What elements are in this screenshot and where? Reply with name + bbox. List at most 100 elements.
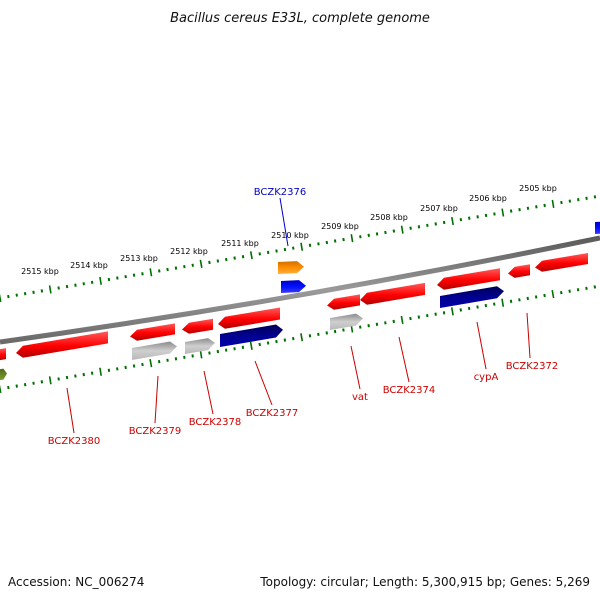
outer-ruler-minor-tick	[15, 293, 18, 297]
inner-ruler-minor-tick	[543, 293, 546, 298]
outer-ruler-minor-tick	[216, 259, 220, 263]
inner-ruler-minor-tick	[275, 339, 278, 344]
outer-ruler-minor-tick	[124, 275, 127, 279]
inner-ruler-minor-tick	[191, 354, 194, 358]
outer-ruler-minor-tick	[325, 240, 329, 245]
inner-ruler-minor-tick	[116, 367, 119, 371]
genome-summary-text: Topology: circular; Length: 5,300,915 bp…	[259, 575, 590, 589]
gene-arrow[interactable]	[185, 338, 215, 354]
outer-ruler-minor-tick	[484, 213, 488, 218]
outer-ruler-major-tick	[451, 216, 454, 226]
gene-arrow[interactable]	[220, 324, 283, 348]
inner-ruler-major-tick	[300, 333, 304, 342]
scale-label: 2515 kbp	[21, 267, 59, 276]
outer-ruler-minor-tick	[585, 196, 588, 200]
outer-ruler-minor-tick	[409, 226, 412, 230]
gene-arrow[interactable]	[360, 282, 425, 305]
inner-ruler-minor-tick	[593, 285, 597, 289]
outer-ruler-major-tick	[249, 251, 253, 260]
gene-arrow[interactable]	[132, 341, 177, 361]
inner-ruler-minor-tick	[476, 305, 479, 309]
gene-arrow[interactable]	[437, 268, 500, 290]
gene-label-bczk2378: BCZK2378	[189, 417, 242, 428]
scale-label: 2510 kbp	[271, 231, 309, 240]
inner-ruler-minor-tick	[417, 315, 421, 319]
outer-ruler-major-tick	[400, 225, 404, 234]
gene-arrow[interactable]	[440, 286, 504, 308]
gene-arrow[interactable]	[327, 294, 360, 310]
inner-ruler-major-tick	[199, 350, 203, 359]
inner-ruler-minor-tick	[308, 334, 312, 338]
outer-ruler-minor-tick	[141, 272, 144, 276]
gene-callout-line	[66, 387, 75, 434]
inner-ruler-minor-tick	[442, 311, 446, 315]
accession-text: Accession: NC_006274	[8, 575, 144, 589]
inner-ruler-minor-tick	[359, 325, 362, 329]
outer-ruler-minor-tick	[82, 282, 85, 286]
scale-label: 2513 kbp	[120, 254, 158, 263]
inner-ruler-minor-tick	[367, 324, 370, 328]
scale-label: 2509 kbp	[321, 222, 359, 231]
outer-ruler-minor-tick	[468, 216, 471, 220]
outer-ruler-minor-tick	[225, 257, 228, 262]
scale-label: 2507 kbp	[420, 204, 458, 213]
inner-ruler-minor-tick	[266, 341, 270, 345]
outer-ruler-minor-tick	[275, 249, 278, 253]
inner-ruler-minor-tick	[208, 351, 211, 355]
inner-ruler-minor-tick	[65, 375, 69, 380]
outer-ruler-minor-tick	[375, 232, 379, 236]
inner-ruler-major-tick	[551, 289, 555, 299]
gene-arrow[interactable]	[16, 331, 108, 358]
scale-label: 2505 kbp	[519, 184, 557, 193]
inner-ruler-minor-tick	[40, 380, 44, 384]
outer-ruler-minor-tick	[392, 229, 396, 233]
inner-ruler-minor-tick	[467, 306, 471, 311]
inner-ruler-minor-tick	[292, 337, 295, 341]
outer-ruler-minor-tick	[233, 256, 236, 260]
outer-ruler-minor-tick	[384, 230, 387, 235]
outer-ruler-minor-tick	[283, 247, 287, 252]
gene-arrow[interactable]	[0, 348, 6, 361]
outer-ruler-minor-tick	[258, 252, 261, 256]
gene-callout-line	[203, 370, 214, 415]
inner-ruler-minor-tick	[224, 348, 228, 352]
gene-arrow[interactable]	[535, 253, 588, 272]
gene-arrow[interactable]	[330, 313, 363, 330]
inner-ruler-minor-tick	[57, 377, 60, 381]
gene-arrow[interactable]	[218, 307, 280, 329]
gene-arrow[interactable]	[130, 323, 175, 341]
genome-backbone	[0, 235, 600, 345]
outer-ruler-minor-tick	[593, 195, 597, 199]
scale-label: 2512 kbp	[170, 247, 208, 256]
outer-ruler-major-tick	[350, 234, 354, 243]
gene-arrow[interactable]	[0, 368, 7, 381]
outer-ruler-minor-tick	[476, 215, 479, 219]
gene-arrow[interactable]	[182, 318, 213, 334]
gene-arrow[interactable]	[281, 280, 306, 293]
inner-ruler-minor-tick	[166, 358, 169, 362]
inner-ruler-minor-tick	[409, 316, 412, 321]
inner-ruler-minor-tick	[216, 349, 220, 354]
gene-arrow[interactable]	[278, 261, 304, 274]
gene-arrow[interactable]	[508, 264, 530, 278]
outer-ruler-minor-tick	[543, 203, 546, 208]
inner-ruler-minor-tick	[484, 303, 488, 308]
gene-label-bczk2377: BCZK2377	[246, 408, 299, 419]
inner-ruler-minor-tick	[325, 331, 328, 335]
inner-ruler-minor-tick	[434, 312, 437, 316]
inner-ruler-minor-tick	[283, 338, 287, 342]
outer-ruler-minor-tick	[7, 294, 10, 299]
inner-ruler-minor-tick	[183, 355, 186, 359]
gene-label-vat: vat	[352, 392, 368, 403]
gene-features	[0, 221, 600, 381]
inner-ruler-major-tick	[400, 315, 404, 325]
gene-arrow[interactable]	[595, 221, 600, 234]
outer-ruler-minor-tick	[308, 243, 312, 247]
outer-ruler-minor-tick	[57, 286, 60, 290]
gene-callout-line	[398, 336, 410, 383]
inner-ruler-minor-tick	[124, 365, 127, 370]
inner-ruler-minor-tick	[258, 342, 261, 347]
inner-ruler-major-tick	[450, 307, 454, 316]
outer-ruler-minor-tick	[568, 199, 572, 203]
